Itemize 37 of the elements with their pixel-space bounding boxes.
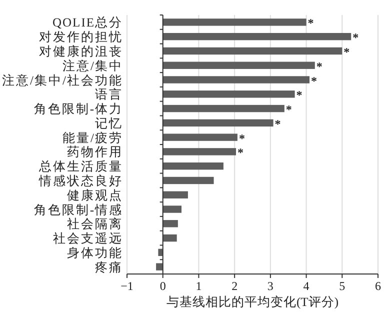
annotation: * <box>352 30 359 45</box>
annotation: * <box>238 131 245 146</box>
x-tick-label: 6 <box>375 279 381 293</box>
y-tick-label: 社会支遥远 <box>53 232 123 246</box>
y-tick-label: 能量/疲劳 <box>62 130 123 145</box>
y-tick-label: 对健康的沮丧 <box>39 44 123 58</box>
y-tick-label: 记忆 <box>95 116 123 130</box>
y-tick-label: 社会隔离 <box>67 216 123 232</box>
x-tick-label: −1 <box>120 279 134 293</box>
annotation: * <box>238 146 244 160</box>
annotation: * <box>286 102 292 117</box>
x-tick-label: 0 <box>160 279 166 293</box>
y-tick-label: 对发作的担忧 <box>39 30 123 44</box>
annotation: * <box>344 44 350 59</box>
x-tick-label: 4 <box>303 279 310 293</box>
annotation: * <box>311 74 318 88</box>
x-axis-title: 与基线相比的平均变化(T评分) <box>166 295 338 309</box>
y-tick-label: QOLIE总分 <box>52 16 123 30</box>
x-tick-label: 2 <box>232 279 238 293</box>
y-tick-label: 注意/集中/社会功能 <box>2 73 123 88</box>
y-tick-label: 药物作用 <box>67 145 123 160</box>
y-tick-label: 身体功能 <box>67 246 123 260</box>
y-tick-label: 情感状态良好 <box>38 174 123 188</box>
x-tick-label: 3 <box>267 279 274 293</box>
y-tick-label: 健康观点 <box>67 188 123 202</box>
x-tick-label: 5 <box>339 279 346 293</box>
x-tick-label: 1 <box>196 279 202 293</box>
y-tick-label: 角色限制-情感 <box>34 202 123 217</box>
annotation: * <box>296 88 302 102</box>
y-tick-label: 注意/集中 <box>62 58 123 73</box>
y-tick-label: 总体生活质量 <box>38 160 123 174</box>
annotation: * <box>316 59 322 74</box>
annotation: * <box>274 116 281 131</box>
y-tick-label: 疼痛 <box>95 260 123 274</box>
y-tick-label: 角色限制-体力 <box>34 102 123 116</box>
annotation: * <box>308 16 314 30</box>
y-tick-label: 语言 <box>95 86 123 102</box>
